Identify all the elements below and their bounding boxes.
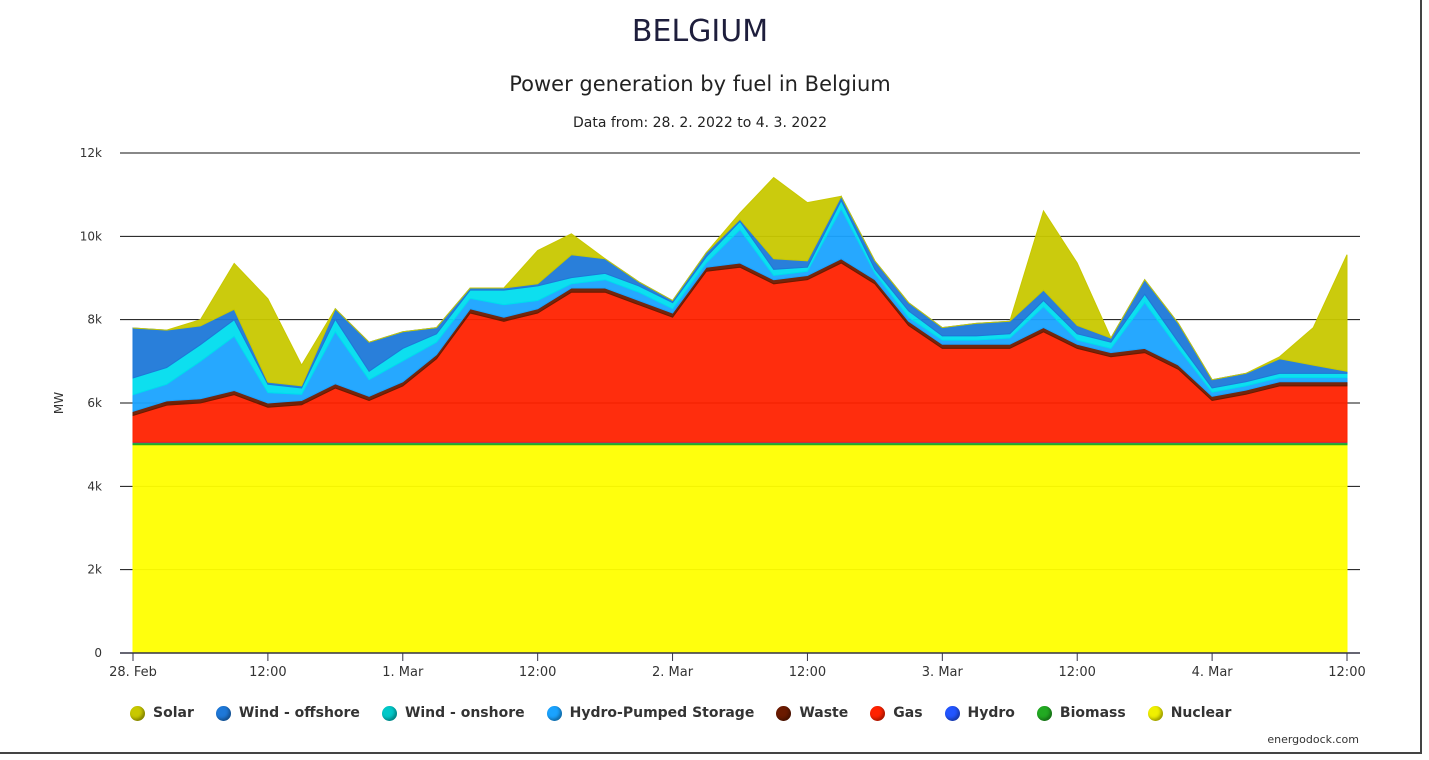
y-tick-label: 4k bbox=[87, 479, 102, 493]
x-tick-label: 12:00 bbox=[249, 665, 286, 680]
area-solar bbox=[132, 176, 1348, 387]
legend-item-waste[interactable]: Waste bbox=[776, 705, 848, 721]
legend-marker-icon bbox=[1147, 705, 1163, 721]
x-tick-label: 2. Mar bbox=[652, 665, 694, 680]
legend-label: Waste bbox=[799, 705, 849, 721]
legend-item-wind-offshore[interactable]: Wind - offshore bbox=[215, 705, 360, 721]
legend-marker-icon bbox=[130, 705, 145, 721]
x-tick-label: 12:00 bbox=[519, 665, 556, 680]
legend-item-gas[interactable]: Gas bbox=[870, 705, 923, 721]
x-tick-label: 12:00 bbox=[789, 665, 826, 680]
legend-item-solar[interactable]: Solar bbox=[130, 705, 194, 721]
area-series bbox=[132, 176, 1348, 654]
axes: 0 2k 4k 6k 8k 10k 12k MW 28. Feb 12:00 1. Mar 12:00… bbox=[52, 146, 1366, 680]
legend-marker-icon bbox=[215, 705, 231, 721]
area-nuclear bbox=[132, 444, 1348, 654]
x-tick-label: 3. Mar bbox=[922, 665, 964, 680]
legend-marker-icon bbox=[1036, 705, 1052, 721]
chart-subtitle: Power generation by fuel in Belgium bbox=[509, 72, 891, 96]
legend-marker-icon bbox=[944, 705, 960, 721]
legend-label: Nuclear bbox=[1170, 705, 1232, 721]
legend-label: Hydro bbox=[967, 705, 1015, 721]
y-axis-label: MW bbox=[52, 392, 66, 414]
legend-item-biomass[interactable]: Biomass bbox=[1036, 705, 1126, 721]
legend-label: Solar bbox=[153, 705, 194, 721]
legend-label: Biomass bbox=[1059, 705, 1126, 721]
chart-title: BELGIUM bbox=[631, 14, 769, 49]
legend-label: Hydro-Pumped Storage bbox=[569, 705, 755, 721]
x-tick-label: 12:00 bbox=[1058, 665, 1095, 680]
y-tick-label: 10k bbox=[80, 229, 102, 243]
legend-label: Wind - onshore bbox=[404, 705, 525, 721]
legend-item-hydro-pumped-storage[interactable]: Hydro-Pumped Storage bbox=[546, 705, 755, 721]
legend-label: Wind - offshore bbox=[238, 705, 360, 721]
source-credit: energodock.com bbox=[1267, 733, 1359, 746]
x-tick-label: 28. Feb bbox=[109, 665, 157, 680]
legend-item-hydro[interactable]: Hydro bbox=[944, 705, 1015, 721]
x-tick-label: 4. Mar bbox=[1192, 665, 1234, 680]
legend-marker-icon bbox=[776, 705, 792, 721]
y-tick-label: 2k bbox=[87, 563, 102, 577]
legend-marker-icon bbox=[870, 705, 886, 721]
x-tick-label: 12:00 bbox=[1328, 665, 1365, 680]
y-tick-label: 6k bbox=[87, 396, 102, 410]
x-tick-label: 1. Mar bbox=[382, 665, 424, 680]
legend-item-wind-onshore[interactable]: Wind - onshore bbox=[381, 705, 525, 721]
legend-marker-icon bbox=[381, 705, 397, 721]
legend-item-nuclear[interactable]: Nuclear bbox=[1147, 705, 1232, 721]
y-tick-label: 0 bbox=[94, 646, 102, 660]
y-tick-label: 8k bbox=[87, 313, 102, 327]
date-range-label: Data from: 28. 2. 2022 to 4. 3. 2022 bbox=[573, 115, 827, 131]
legend-label: Gas bbox=[893, 705, 923, 721]
chart-legend: Solar Wind - offshore Wind - onshore Hydro-… bbox=[130, 702, 1253, 724]
y-tick-label: 12k bbox=[80, 146, 102, 160]
legend-marker-icon bbox=[546, 705, 562, 721]
